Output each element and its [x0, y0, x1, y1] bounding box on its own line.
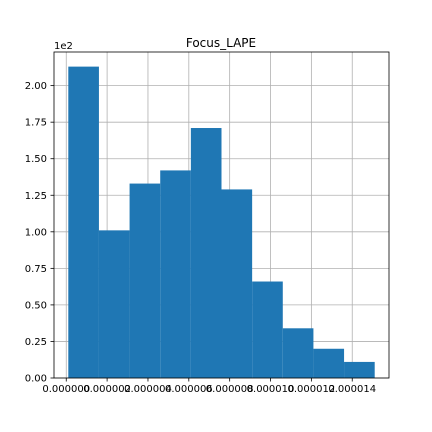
- y-tick-label: 1.75: [25, 118, 47, 129]
- histogram-bar: [282, 328, 314, 378]
- y-tick-label: 1.25: [25, 191, 47, 202]
- histogram-bars: [68, 66, 375, 378]
- y-tick-label: 2.00: [25, 81, 47, 92]
- y-tick-label: 0.50: [25, 300, 47, 311]
- y-tick-label: 1.00: [25, 227, 47, 238]
- histogram-bar: [160, 170, 191, 378]
- histogram-bar: [98, 230, 130, 378]
- histogram-bar: [68, 66, 99, 378]
- histogram-bar: [344, 361, 375, 378]
- x-tick-label: 0.000002: [83, 384, 131, 395]
- y-tick-label: 1.50: [25, 154, 47, 165]
- plot-frame: [53, 51, 390, 379]
- x-tick-label: 0.000008: [206, 384, 254, 395]
- histogram-bar: [190, 128, 222, 378]
- x-axis: 0.0000000.0000020.0000040.0000060.000008…: [42, 378, 376, 395]
- x-tick-label: 0.000010: [247, 384, 295, 395]
- x-tick-label: 0.000012: [288, 384, 336, 395]
- histogram-bar: [129, 183, 161, 378]
- histogram-bar: [252, 281, 283, 378]
- x-tick-label: 0.000006: [165, 384, 213, 395]
- y-tick-label: 0.00: [25, 374, 47, 385]
- x-tick-label: 0.000004: [124, 384, 172, 395]
- chart-title: Focus_LAPE: [186, 36, 256, 50]
- x-tick-label: 0.000000: [42, 384, 90, 395]
- y-tick-label: 0.25: [25, 337, 47, 348]
- histogram-bar: [221, 189, 253, 378]
- y-axis: 0.00 0.25 0.50 0.75 1.00 1.25 1.50 1.75 2.00: [25, 81, 54, 385]
- y-offset-text: 1e2: [54, 41, 73, 52]
- y-tick-label: 0.75: [25, 264, 47, 275]
- x-tick-label: 0.000014: [328, 384, 376, 395]
- histogram-bar: [313, 348, 345, 378]
